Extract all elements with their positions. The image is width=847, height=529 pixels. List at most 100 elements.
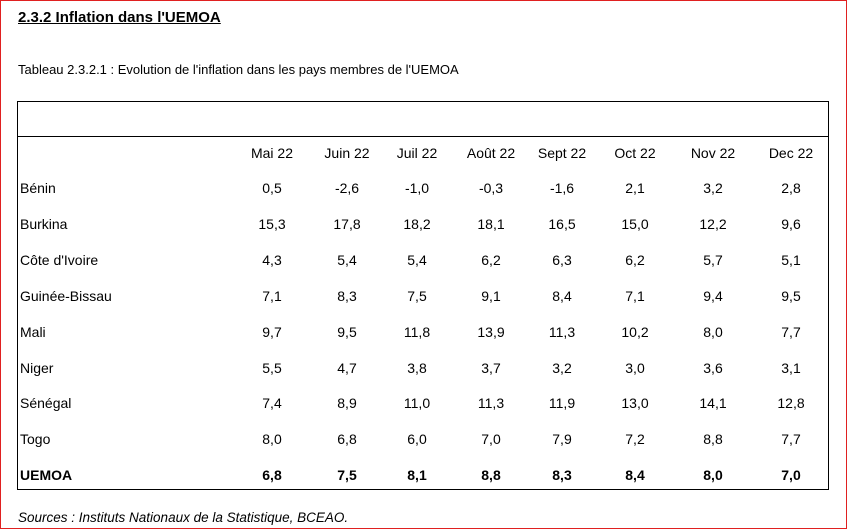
column-header: Juin 22 (324, 145, 370, 161)
table-cell: 8,8 (703, 431, 723, 448)
table-cell: 8,4 (625, 467, 645, 484)
column-header: Dec 22 (768, 145, 814, 161)
table-cell: 7,5 (337, 467, 357, 484)
table-cell: 3,2 (703, 180, 723, 196)
table-cell: 17,8 (333, 215, 361, 232)
table-cell: 2,1 (625, 180, 645, 196)
table-cell: 15,3 (258, 215, 286, 232)
table-cell: 8,1 (407, 467, 427, 484)
table-blank-header-band (18, 102, 828, 137)
table-cell: 2,8 (781, 180, 801, 196)
table-cell: -1,6 (549, 180, 575, 196)
table-cell: 7,2 (625, 431, 645, 448)
table-cell: 11,8 (403, 323, 431, 340)
table-cell: 8,3 (552, 467, 572, 484)
table-cell: 5,5 (262, 359, 282, 376)
column-header: Août 22 (466, 145, 516, 161)
table-cell: 4,7 (337, 359, 357, 376)
table-cell: 12,8 (777, 395, 805, 412)
table-cell: 8,3 (337, 287, 357, 304)
table-cell: 9,5 (337, 323, 357, 340)
table-cell: 11,3 (477, 395, 505, 412)
row-label: Bénin (20, 180, 56, 196)
table-row: Mali 9,7 9,5 11,8 13,9 11,3 10,2 8,0 7,7 (18, 314, 828, 350)
table-cell: 3,7 (481, 359, 501, 376)
table-cell: 15,0 (621, 215, 649, 232)
table-source: Sources : Instituts Nationaux de la Stat… (18, 510, 349, 525)
table-cell: 6,3 (552, 251, 572, 268)
table-cell: 7,0 (481, 431, 501, 448)
table-cell: 13,0 (621, 395, 649, 412)
table-cell: 8,8 (481, 467, 501, 484)
table-row: Burkina 15,3 17,8 18,2 18,1 16,5 15,0 12,2 9,6 (18, 206, 828, 242)
table-cell: 3,1 (781, 359, 801, 376)
table-cell: 11,9 (548, 395, 576, 412)
row-label: Mali (20, 323, 46, 340)
table-cell: 3,8 (407, 359, 427, 376)
table-cell: 5,4 (337, 251, 357, 268)
table-cell: 7,1 (262, 287, 282, 304)
table-cell: 0,5 (262, 180, 282, 196)
table-cell: -0,3 (478, 180, 504, 196)
table-cell: 6,2 (625, 251, 645, 268)
table-cell: 8,0 (703, 467, 723, 484)
table-cell: 7,7 (781, 431, 801, 448)
table-cell: 7,7 (781, 323, 801, 340)
table-cell: 11,0 (403, 395, 431, 412)
table-cell: 9,4 (703, 287, 723, 304)
table-row: Bénin 0,5 -2,6 -1,0 -0,3 -1,6 2,1 3,2 2,8 (18, 170, 828, 206)
column-header: Sept 22 (537, 145, 587, 161)
table-cell: 5,1 (781, 251, 801, 268)
table-cell: 11,3 (548, 323, 576, 340)
table-cell: 4,3 (262, 251, 282, 268)
table-cell: 5,7 (703, 251, 723, 268)
column-header-row: Mai 22 Juin 22 Juil 22 Août 22 Sept 22 Oct 22… (18, 135, 828, 171)
table-cell: 6,0 (407, 431, 427, 448)
table-cell: 6,8 (337, 431, 357, 448)
table-cell: -2,6 (334, 180, 360, 196)
table-cell: 7,1 (625, 287, 645, 304)
table-cell: 3,0 (625, 359, 645, 376)
table-cell: 8,9 (337, 395, 357, 412)
table-row: Sénégal 7,4 8,9 11,0 11,3 11,9 13,0 14,1 12,8 (18, 385, 828, 421)
table-cell: 18,1 (477, 215, 505, 232)
row-label: Niger (20, 359, 54, 376)
table-row: Togo 8,0 6,8 6,0 7,0 7,9 7,2 8,8 7,7 (18, 421, 828, 457)
table-cell: 5,4 (407, 251, 427, 268)
table-cell: 10,2 (621, 323, 649, 340)
table-cell: 16,5 (548, 215, 576, 232)
column-header: Mai 22 (250, 145, 294, 161)
section-heading: 2.3.2 Inflation dans l'UEMOA (18, 9, 221, 26)
table-cell: 18,2 (403, 215, 431, 232)
table-cell: 13,9 (477, 323, 505, 340)
table-cell: 7,5 (407, 287, 427, 304)
table-cell: 12,2 (699, 215, 727, 232)
table-total-row: UEMOA 6,8 7,5 8,1 8,8 8,3 8,4 8,0 7,0 (18, 457, 828, 493)
row-label: UEMOA (20, 467, 73, 484)
table-cell: 6,8 (262, 467, 282, 484)
table-cell: 9,1 (481, 287, 501, 304)
table-cell: 6,2 (481, 251, 501, 268)
column-header: Juil 22 (396, 145, 438, 161)
table-cell: 3,2 (552, 359, 572, 376)
table-row: Niger 5,5 4,7 3,8 3,7 3,2 3,0 3,6 3,1 (18, 350, 828, 386)
inflation-table: Mai 22 Juin 22 Juil 22 Août 22 Sept 22 Oct 22… (17, 101, 829, 490)
table-cell: 7,4 (262, 395, 282, 412)
table-row: Guinée-Bissau 7,1 8,3 7,5 9,1 8,4 7,1 9,4 9,5 (18, 278, 828, 314)
table-cell: 7,9 (552, 431, 572, 448)
table-caption: Tableau 2.3.2.1 : Evolution de l'inflati… (18, 62, 459, 77)
row-label: Sénégal (20, 395, 72, 412)
table-cell: 9,6 (781, 215, 801, 232)
table-cell: 8,0 (262, 431, 282, 448)
column-header: Oct 22 (614, 145, 656, 161)
table-cell: 9,7 (262, 323, 282, 340)
row-label: Burkina (20, 215, 68, 232)
table-cell: 3,6 (703, 359, 723, 376)
table-cell: 7,0 (781, 467, 801, 484)
column-header: Nov 22 (690, 145, 736, 161)
table-cell: 14,1 (699, 395, 727, 412)
table-cell: 8,4 (552, 287, 572, 304)
row-label: Guinée-Bissau (20, 287, 112, 304)
table-cell: -1,0 (404, 180, 430, 196)
table-cell: 8,0 (703, 323, 723, 340)
